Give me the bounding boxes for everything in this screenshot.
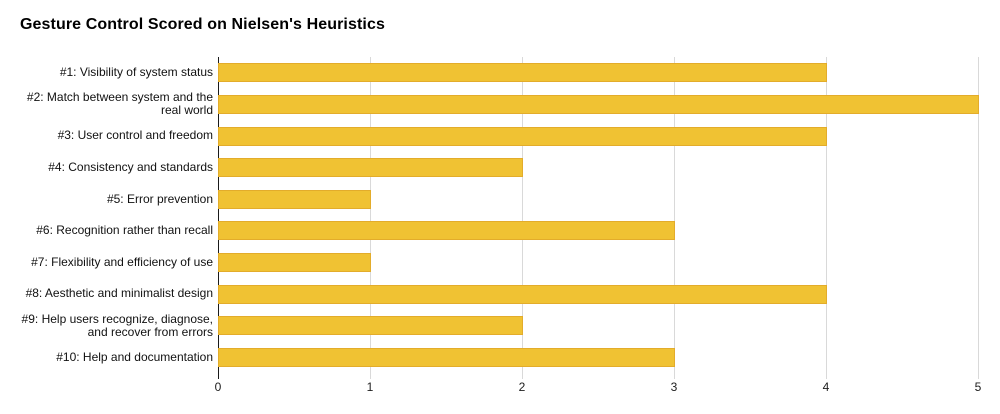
category-label-10: #10: Help and documentation (56, 349, 213, 364)
category-label-8: #8: Aesthetic and minimalist design (25, 286, 213, 301)
bar-heuristic-3 (218, 126, 827, 146)
bar-heuristic-9 (218, 316, 523, 336)
gridline-x-4 (826, 57, 827, 379)
category-label-5: #5: Error prevention (106, 191, 213, 206)
bar-heuristic-4 (218, 158, 523, 178)
category-label-2: #2: Match between system and the real wo… (26, 90, 213, 118)
category-label-6: #6: Recognition rather than recall (36, 223, 213, 238)
bar-heuristic-1 (218, 63, 827, 83)
bar-heuristic-7 (218, 252, 371, 272)
category-label-7: #7: Flexibility and efficiency of use (31, 254, 213, 269)
gridline-x-3 (674, 57, 675, 379)
category-label-9: #9: Help users recognize, diagnose, and … (21, 311, 213, 339)
gridline-x-2 (522, 57, 523, 379)
category-label-4: #4: Consistency and standards (48, 160, 213, 175)
x-tick-label-0: 0 (214, 380, 222, 394)
x-tick-label-2: 2 (518, 380, 526, 394)
gridline-x-5 (978, 57, 979, 379)
bar-heuristic-10 (218, 347, 675, 367)
x-tick-label-3: 3 (670, 380, 678, 394)
chart-title: Gesture Control Scored on Nielsen's Heur… (20, 16, 385, 33)
category-label-3: #3: User control and freedom (57, 128, 213, 143)
bar-heuristic-2 (218, 94, 979, 114)
x-tick-label-4: 4 (822, 380, 830, 394)
x-tick-label-5: 5 (974, 380, 982, 394)
x-tick-label-1: 1 (366, 380, 374, 394)
bar-heuristic-6 (218, 221, 675, 241)
y-axis-baseline (218, 57, 219, 379)
gridline-x-1 (370, 57, 371, 379)
category-label-1: #1: Visibility of system status (59, 65, 213, 80)
bar-heuristic-5 (218, 189, 371, 209)
bar-heuristic-8 (218, 284, 827, 304)
